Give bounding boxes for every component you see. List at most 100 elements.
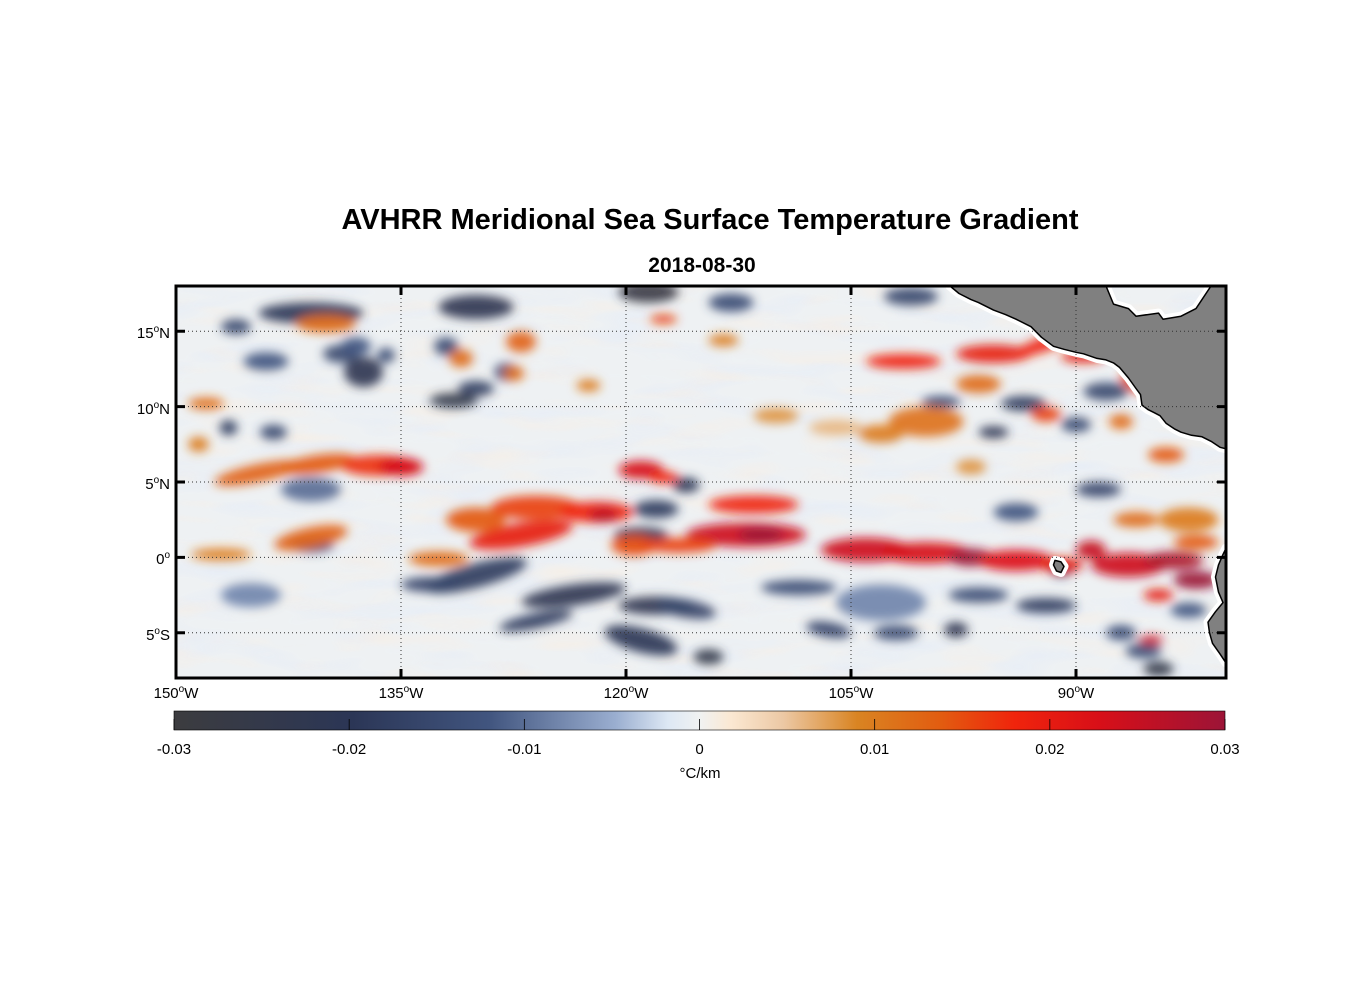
negative-gradient-feature <box>1061 417 1091 433</box>
positive-gradient-feature <box>738 527 784 543</box>
lon-tick-label: 105oW <box>828 684 874 702</box>
negative-gradient-feature <box>618 286 679 303</box>
negative-gradient-feature <box>708 293 754 312</box>
positive-gradient-feature <box>1148 447 1184 463</box>
positive-gradient-feature <box>576 379 601 392</box>
positive-gradient-feature <box>1173 570 1219 590</box>
positive-gradient-feature <box>1143 551 1204 570</box>
negative-gradient-feature <box>978 426 1009 439</box>
positive-gradient-feature <box>611 534 656 556</box>
lon-tick-label: 150oW <box>153 684 199 702</box>
negative-gradient-feature <box>693 649 724 665</box>
positive-gradient-feature <box>214 460 303 486</box>
positive-gradient-feature <box>588 507 619 523</box>
positive-gradient-feature <box>956 374 1001 394</box>
positive-gradient-feature <box>296 314 356 333</box>
positive-gradient-feature <box>1173 534 1219 550</box>
lon-tick-label: 90oW <box>1057 684 1095 702</box>
positive-gradient-feature <box>978 549 1054 571</box>
central-america-land <box>949 286 1226 450</box>
positive-gradient-feature <box>866 353 941 369</box>
positive-gradient-feature <box>449 349 473 368</box>
positive-gradient-feature <box>648 471 679 484</box>
negative-gradient-feature <box>281 477 341 502</box>
negative-gradient-feature <box>836 584 926 621</box>
positive-gradient-feature <box>1143 589 1174 602</box>
lat-tick-label: 5oS <box>146 625 170 644</box>
positive-gradient-feature <box>503 365 524 381</box>
negative-gradient-feature <box>1143 661 1174 677</box>
positive-gradient-feature <box>1139 635 1163 645</box>
negative-gradient-feature <box>1076 482 1121 498</box>
map-field <box>176 286 1226 678</box>
positive-gradient-feature <box>858 424 904 443</box>
negative-gradient-feature <box>1125 643 1162 659</box>
lat-tick-label: 5oN <box>145 475 170 493</box>
colorbar-tick-label: 0 <box>695 741 704 758</box>
positive-gradient-feature <box>191 548 251 561</box>
negative-gradient-feature <box>884 287 938 306</box>
colorbar-tick-label: 0.03 <box>1210 741 1240 758</box>
negative-gradient-feature <box>221 319 251 335</box>
colorbar-tick-label: -0.03 <box>156 741 192 758</box>
positive-gradient-feature <box>491 495 581 520</box>
negative-gradient-feature <box>993 503 1039 522</box>
chart-title: AVHRR Meridional Sea Surface Temperature… <box>341 204 1079 236</box>
negative-gradient-feature <box>921 396 961 409</box>
negative-gradient-feature <box>458 380 494 397</box>
negative-gradient-feature <box>806 621 851 639</box>
positive-gradient-feature <box>408 551 469 567</box>
positive-gradient-feature <box>1076 540 1106 559</box>
colorbar-tick-label: -0.02 <box>332 741 367 758</box>
positive-gradient-feature <box>1113 512 1159 528</box>
negative-gradient-feature <box>944 622 968 638</box>
chart-date: 2018-08-30 <box>648 254 756 277</box>
negative-gradient-feature <box>243 352 289 371</box>
negative-gradient-feature <box>633 500 679 519</box>
negative-gradient-feature <box>221 583 281 608</box>
negative-gradient-feature <box>1001 396 1046 412</box>
positive-gradient-feature <box>753 408 799 424</box>
positive-gradient-feature <box>188 436 209 452</box>
lon-tick-label: 135oW <box>378 684 424 702</box>
colorbar-ticks <box>173 719 1226 730</box>
negative-gradient-feature <box>761 580 836 596</box>
negative-gradient-feature <box>219 420 238 436</box>
negative-gradient-feature <box>1083 382 1129 401</box>
colorbar-tick-label: 0.01 <box>860 741 890 758</box>
positive-gradient-feature <box>881 542 971 564</box>
axis-ticks <box>174 286 1226 678</box>
positive-gradient-feature <box>956 344 1031 363</box>
lat-tick-label: 0o <box>156 550 170 569</box>
positive-gradient-feature <box>956 459 986 475</box>
colorbar-tick-label: -0.01 <box>507 741 542 758</box>
negative-gradient-feature <box>1016 598 1076 614</box>
positive-gradient-feature <box>446 507 506 532</box>
positive-gradient-feature <box>281 453 356 475</box>
negative-gradient-feature <box>438 295 514 320</box>
negative-gradient-feature <box>672 477 700 493</box>
positive-gradient-feature <box>708 334 739 347</box>
positive-gradient-feature <box>506 331 536 353</box>
negative-gradient-feature <box>948 587 1009 603</box>
positive-gradient-feature <box>469 519 573 550</box>
negative-gradient-feature <box>1170 602 1207 618</box>
positive-gradient-feature <box>650 314 677 324</box>
lat-tick-label: 15oN <box>136 324 170 343</box>
positive-gradient-feature <box>1109 414 1133 430</box>
negative-gradient-feature <box>344 356 383 388</box>
colorbar-tick-label: 0.02 <box>1035 741 1065 758</box>
negative-gradient-feature <box>434 337 458 356</box>
positive-gradient-feature <box>1158 507 1219 532</box>
negative-gradient-feature <box>499 609 573 632</box>
lon-tick-label: 120oW <box>603 684 649 702</box>
galapagos-land <box>1052 559 1065 574</box>
negative-gradient-feature <box>401 576 461 593</box>
positive-gradient-feature <box>641 537 716 553</box>
positive-gradient-feature <box>274 524 348 551</box>
positive-gradient-feature <box>188 397 224 410</box>
negative-gradient-feature <box>656 598 716 619</box>
colorbar-unit: °C/km <box>679 765 721 782</box>
negative-gradient-feature <box>377 347 395 363</box>
